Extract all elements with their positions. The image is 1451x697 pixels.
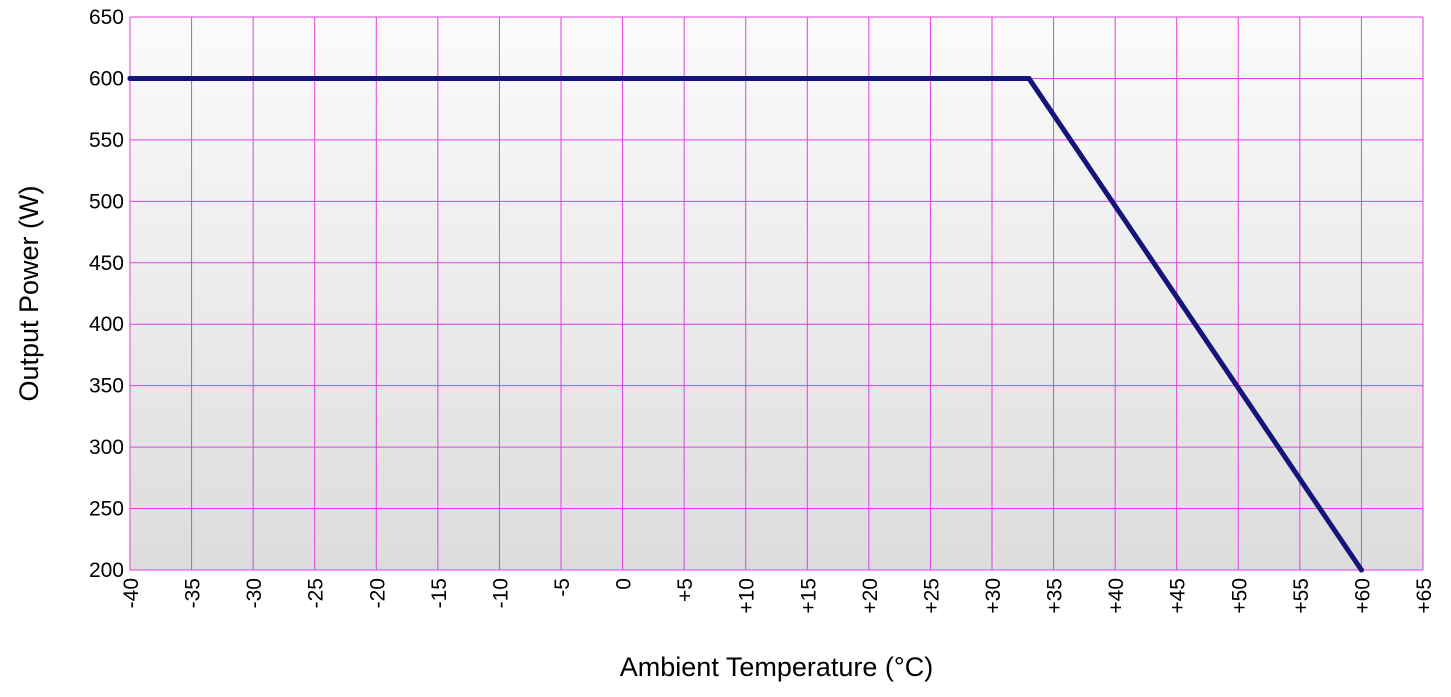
x-tick-label: +20 [859, 578, 882, 614]
x-tick-label: +10 [736, 578, 759, 614]
data-point [127, 75, 133, 81]
x-tick-label: -15 [428, 578, 451, 608]
y-tick-label: 450 [89, 252, 124, 275]
y-axis-title: Output Power (W) [14, 185, 44, 401]
series-layer [127, 75, 1364, 573]
x-tick-label: +40 [1105, 578, 1128, 614]
x-tick-label: +30 [982, 578, 1005, 614]
y-tick-label: 300 [89, 436, 124, 459]
y-tick-label: 550 [89, 129, 124, 152]
x-tick-label: +55 [1290, 578, 1313, 614]
y-tick-label: 500 [89, 190, 124, 213]
x-tick-label: +35 [1044, 578, 1067, 614]
plot-area [130, 17, 1423, 570]
y-axis-ticks: 200 250 300 350 400 450 500 550 600 650 [89, 6, 124, 582]
x-tick-label: -35 [182, 578, 205, 608]
x-tick-label: +25 [920, 578, 943, 614]
x-tick-label: -40 [120, 578, 143, 608]
x-tick-label: 0 [613, 578, 636, 590]
x-axis-title: Ambient Temperature (°C) [620, 652, 933, 682]
x-tick-label: +15 [797, 578, 820, 614]
x-tick-label: -20 [366, 578, 389, 608]
data-point [1358, 567, 1364, 573]
y-tick-label: 400 [89, 313, 124, 336]
y-tick-label: 350 [89, 375, 124, 398]
x-tick-label: +60 [1351, 578, 1374, 614]
x-axis-ticks: -40 -35 -30 -25 -20 -15 -10 -5 0 +5 +10 +15 +20 +25 +3… [120, 578, 1436, 614]
x-tick-label: +5 [674, 578, 697, 602]
x-tick-label: +65 [1413, 578, 1436, 614]
y-tick-label: 250 [89, 498, 124, 521]
x-tick-label: +45 [1167, 578, 1190, 614]
x-tick-label: -10 [489, 578, 512, 608]
x-tick-label: -30 [243, 578, 266, 608]
data-point [1026, 75, 1032, 81]
x-tick-label: -5 [551, 578, 574, 597]
x-tick-label: -25 [305, 578, 328, 608]
y-tick-label: 200 [89, 559, 124, 582]
x-tick-label: +50 [1228, 578, 1251, 614]
y-tick-label: 650 [89, 6, 124, 29]
y-tick-label: 600 [89, 67, 124, 90]
